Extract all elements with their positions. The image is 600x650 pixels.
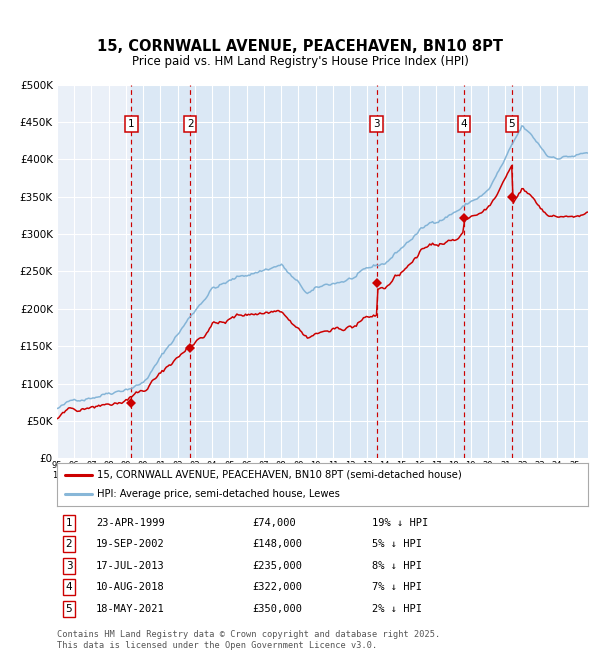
Text: 4: 4: [65, 582, 73, 592]
Text: 8% ↓ HPI: 8% ↓ HPI: [372, 561, 422, 571]
Text: 1: 1: [65, 518, 73, 528]
Text: 15, CORNWALL AVENUE, PEACEHAVEN, BN10 8PT: 15, CORNWALL AVENUE, PEACEHAVEN, BN10 8P…: [97, 39, 503, 55]
Bar: [464, 84, 512, 458]
Text: 15, CORNWALL AVENUE, PEACEHAVEN, BN10 8PT (semi-detached house): 15, CORNWALL AVENUE, PEACEHAVEN, BN10 8P…: [97, 470, 461, 480]
Text: 2% ↓ HPI: 2% ↓ HPI: [372, 604, 422, 614]
Text: Price paid vs. HM Land Registry's House Price Index (HPI): Price paid vs. HM Land Registry's House …: [131, 55, 469, 68]
Text: £322,000: £322,000: [252, 582, 302, 592]
Text: 23-APR-1999: 23-APR-1999: [96, 518, 165, 528]
Bar: [512, 84, 588, 458]
Text: 1: 1: [128, 119, 134, 129]
Text: 2: 2: [187, 119, 193, 129]
Text: 19-SEP-2002: 19-SEP-2002: [96, 540, 165, 549]
Text: 2: 2: [65, 540, 73, 549]
Text: 5: 5: [65, 604, 73, 614]
Text: 4: 4: [461, 119, 467, 129]
Text: Contains HM Land Registry data © Crown copyright and database right 2025.
This d: Contains HM Land Registry data © Crown c…: [57, 630, 440, 649]
Text: 5% ↓ HPI: 5% ↓ HPI: [372, 540, 422, 549]
Bar: [131, 84, 190, 458]
Text: HPI: Average price, semi-detached house, Lewes: HPI: Average price, semi-detached house,…: [97, 489, 340, 499]
Text: 7% ↓ HPI: 7% ↓ HPI: [372, 582, 422, 592]
Text: 10-AUG-2018: 10-AUG-2018: [96, 582, 165, 592]
Text: 19% ↓ HPI: 19% ↓ HPI: [372, 518, 428, 528]
Text: £350,000: £350,000: [252, 604, 302, 614]
Text: 5: 5: [508, 119, 515, 129]
Bar: [377, 84, 464, 458]
Text: 3: 3: [65, 561, 73, 571]
Text: £148,000: £148,000: [252, 540, 302, 549]
Text: £235,000: £235,000: [252, 561, 302, 571]
Text: 17-JUL-2013: 17-JUL-2013: [96, 561, 165, 571]
Text: 3: 3: [373, 119, 380, 129]
Bar: [190, 84, 377, 458]
Text: £74,000: £74,000: [252, 518, 296, 528]
Text: 18-MAY-2021: 18-MAY-2021: [96, 604, 165, 614]
